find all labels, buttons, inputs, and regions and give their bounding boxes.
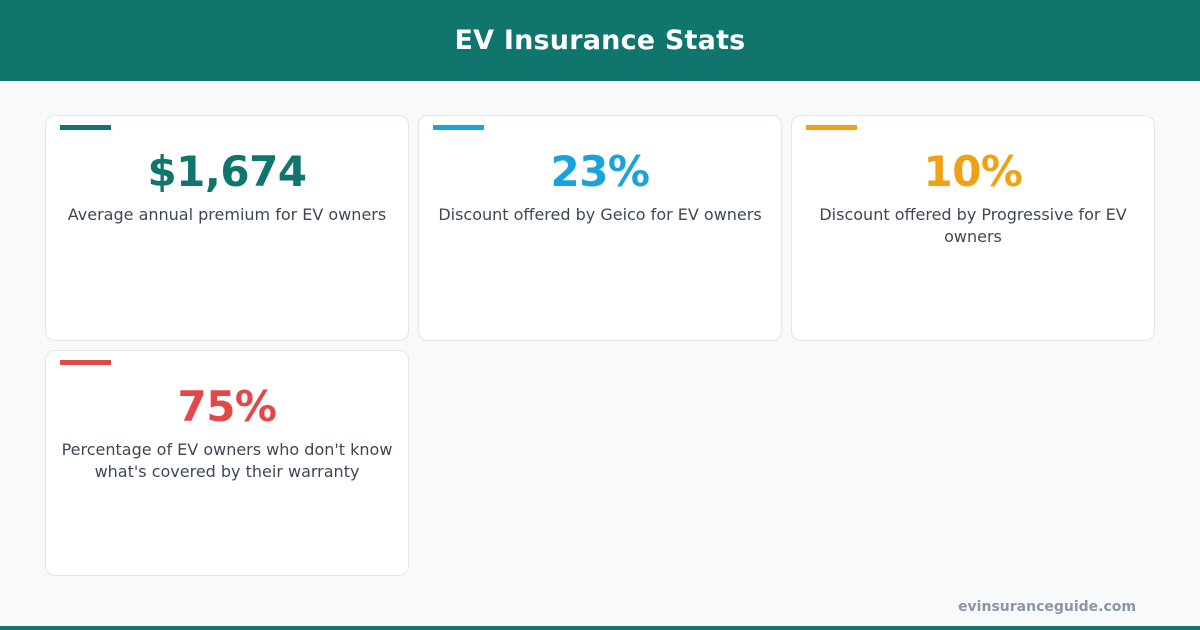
header-banner: EV Insurance Stats [0, 0, 1200, 81]
stat-card-average-premium: $1,674 Average annual premium for EV own… [45, 115, 409, 341]
stat-value: $1,674 [147, 147, 307, 196]
stat-value: 10% [923, 147, 1023, 196]
stat-label: Percentage of EV owners who don't know w… [61, 440, 393, 481]
footer-site-link[interactable]: evinsuranceguide.com [958, 599, 1136, 615]
page-title: EV Insurance Stats [454, 25, 746, 56]
stat-card-warranty-awareness: 75% Percentage of EV owners who don't kn… [45, 350, 409, 576]
card-accent-bar [433, 125, 484, 130]
stat-label: Discount offered by Progressive for EV o… [819, 205, 1127, 246]
card-accent-bar [60, 360, 111, 365]
stat-card-progressive-discount: 10% Discount offered by Progressive for … [791, 115, 1155, 341]
stat-label: Discount offered by Geico for EV owners [438, 205, 762, 224]
stat-value: 23% [550, 147, 650, 196]
card-accent-bar [806, 125, 857, 130]
footer-divider [0, 626, 1200, 630]
stat-label: Average annual premium for EV owners [67, 205, 387, 224]
card-accent-bar [60, 125, 111, 130]
stat-card-geico-discount: 23% Discount offered by Geico for EV own… [418, 115, 782, 341]
stat-value: 75% [177, 382, 277, 431]
